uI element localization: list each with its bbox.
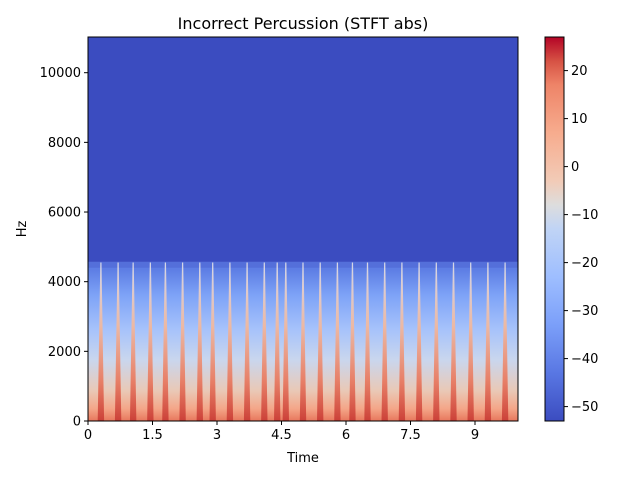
onset-streak [274,262,281,421]
x-tick-label: 6 [342,428,350,443]
onset-streak [398,262,406,421]
onset-streak [450,262,457,421]
onset-streak [209,262,216,421]
x-tick-label: 9 [471,428,479,443]
onset-streak [147,262,154,421]
colorbar: 20 10 0 −10 −20 −30 −40 −50 [544,36,598,422]
onset-streak [501,262,509,421]
onset-streak [381,262,388,421]
colorbar-gradient [544,36,565,422]
onset-streak [179,262,186,421]
onset-streak [243,262,251,421]
plot-frame [87,36,519,422]
onset-streak [467,262,474,421]
x-axis-label: Time [286,451,319,466]
plot-area [88,37,518,421]
onset-streak [364,262,371,421]
y-tick-label: 0 [73,415,81,430]
x-tick-label: 7.5 [400,428,421,443]
colorbar-tick-label: 10 [571,112,588,127]
y-tick-label: 10000 [40,66,81,81]
onset-streak [415,262,423,421]
x-tick-label: 1.5 [142,428,163,443]
x-tick-label: 4.5 [271,428,292,443]
onset-streak [196,262,203,421]
colorbar-tick-label: −40 [571,352,598,367]
onset-streak [129,262,137,421]
onset-streak [226,262,234,421]
onsets-layer [97,262,509,421]
y-tick-label: 6000 [48,206,81,221]
colorbar-tick-label: −30 [571,304,598,319]
onset-streak [282,262,289,421]
y-tick-label: 2000 [48,345,81,360]
onset-streak [299,262,307,421]
onset-streak [261,262,268,421]
colorbar-tick-label: −50 [571,400,598,415]
onset-streak [97,262,105,421]
onset-streak [162,262,169,421]
chart-title: Incorrect Percussion (STFT abs) [178,14,429,33]
x-tick-label: 3 [213,428,221,443]
onset-streak [433,262,440,421]
y-tick-label: 8000 [48,136,81,151]
onset-streak [317,262,324,421]
colorbar-tick-label: 0 [571,160,579,175]
x-tick-label: 0 [84,428,92,443]
onset-streak [114,262,122,421]
colorbar-tick-label: −20 [571,256,598,271]
onset-streak [349,262,356,421]
onset-streak [484,262,492,421]
colorbar-tick-label: −10 [571,208,598,223]
y-tick-label: 4000 [48,275,81,290]
colorbar-tick-label: 20 [571,64,588,79]
onset-streak [334,262,341,421]
y-axis-label: Hz [15,221,30,238]
colorbar-ticks: 20 10 0 −10 −20 −30 −40 −50 [564,64,598,415]
x-axis: 0 1.5 3 4.5 6 7.5 9 [84,421,479,443]
y-axis: 0 2000 4000 6000 8000 10000 [40,66,88,430]
